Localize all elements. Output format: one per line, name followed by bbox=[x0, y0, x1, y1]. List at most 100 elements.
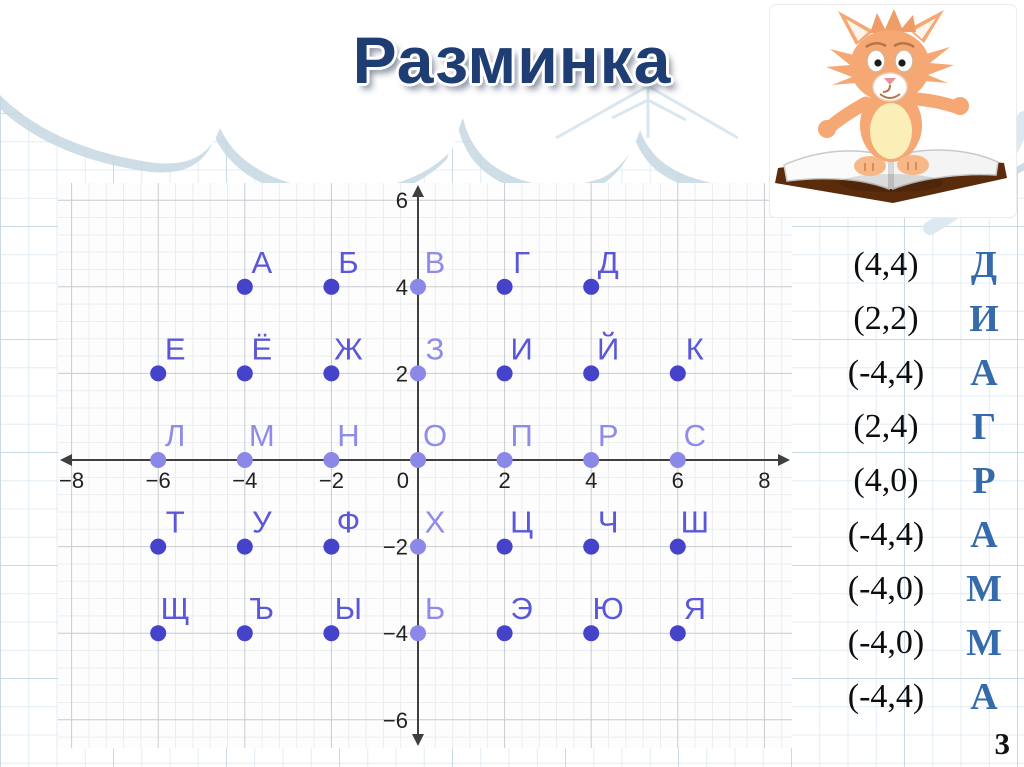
plot-point-label: Щ bbox=[161, 591, 190, 626]
plot-point bbox=[496, 452, 513, 468]
plot-point bbox=[323, 538, 340, 555]
plot-point-label: Д bbox=[598, 245, 619, 280]
answer-row: (-4,0) М bbox=[828, 616, 1024, 670]
plot-point-label: Н bbox=[337, 418, 359, 453]
x-tick-label: −8 bbox=[59, 468, 84, 493]
plot-point-label: Ж bbox=[334, 331, 363, 366]
coordinate-pair: (-4,4) bbox=[847, 354, 925, 391]
plot-point-label: Ф bbox=[337, 505, 361, 540]
plot-point-label: Б bbox=[338, 245, 358, 280]
x-tick-label: 8 bbox=[758, 468, 770, 493]
plot-point-label: В bbox=[425, 245, 446, 280]
plot-point-label: О bbox=[423, 418, 447, 453]
plot-point bbox=[496, 365, 513, 382]
coordinate-pair: (2,2) bbox=[853, 300, 919, 337]
plot-point-label: Я bbox=[684, 591, 706, 626]
answer-row: (2,4) Г bbox=[828, 400, 1024, 454]
answer-letter: Г bbox=[971, 406, 997, 448]
y-axis-arrow bbox=[412, 734, 424, 746]
plot-point bbox=[583, 538, 600, 555]
plot-point bbox=[236, 278, 253, 295]
cloud-shape bbox=[0, 0, 1024, 191]
coordinate-pair: (4,4) bbox=[853, 246, 919, 283]
plot-point bbox=[669, 365, 686, 382]
plot-point-label: Ш bbox=[681, 505, 709, 540]
plot-point bbox=[496, 625, 513, 642]
x-tick-label: 6 bbox=[672, 468, 684, 493]
coordinate-pair: (-4,0) bbox=[847, 570, 925, 607]
cat-icon bbox=[818, 9, 969, 176]
plot-point-label: Т bbox=[166, 505, 185, 540]
page-number: 3 bbox=[994, 726, 1011, 761]
coordinate-pair: (-4,0) bbox=[847, 624, 925, 661]
plot-point-label: Ю bbox=[593, 591, 624, 626]
plot-point-label: А bbox=[251, 245, 272, 280]
plot-point-label: М bbox=[249, 418, 275, 453]
y-tick-label: 2 bbox=[396, 361, 408, 386]
answer-row: (4,0) Р bbox=[828, 454, 1024, 508]
plot-point bbox=[583, 365, 600, 382]
plot-point-label: Ч bbox=[598, 505, 619, 540]
cat-image-card bbox=[770, 5, 1016, 217]
plot-point-label: Ь bbox=[425, 591, 445, 626]
plot-point bbox=[236, 538, 253, 555]
plot-point bbox=[150, 452, 167, 468]
plot-point bbox=[583, 625, 600, 642]
plot-point bbox=[583, 278, 600, 295]
plot-point bbox=[323, 625, 340, 642]
plot-point-label: Э bbox=[510, 591, 532, 626]
x-tick-label: −6 bbox=[146, 468, 171, 493]
answer-row: (-4,0) М bbox=[828, 562, 1024, 616]
answer-row: (-4,4) А bbox=[828, 346, 1024, 400]
plot-point bbox=[669, 538, 686, 555]
plot-point bbox=[150, 538, 167, 555]
answer-row: (-4,4) А bbox=[828, 508, 1024, 562]
plot-point-label: Х bbox=[425, 505, 446, 540]
coordinate-pair: (4,0) bbox=[853, 462, 919, 499]
answer-letter: А bbox=[970, 514, 998, 556]
y-tick-label: −6 bbox=[383, 708, 408, 733]
y-tick-label: −2 bbox=[383, 535, 408, 560]
plot-point bbox=[323, 365, 340, 382]
plot-point bbox=[410, 625, 426, 642]
plot-point-label: У bbox=[252, 505, 272, 540]
mountain-doodle-icon bbox=[555, 84, 739, 140]
answer-letter: Р bbox=[972, 460, 996, 502]
plot-point bbox=[410, 365, 426, 382]
plot-point bbox=[669, 452, 686, 468]
coordinate-pair: (2,4) bbox=[853, 408, 919, 445]
coordinate-pair: (-4,4) bbox=[847, 678, 925, 715]
plot-point bbox=[150, 625, 167, 642]
plot-point-label: И bbox=[510, 331, 532, 366]
x-tick-label: 2 bbox=[498, 468, 510, 493]
plot-point-label: Ц bbox=[510, 505, 533, 540]
x-tick-label: 0 bbox=[397, 468, 409, 493]
x-tick-label: −4 bbox=[232, 468, 257, 493]
coordinate-pair: (-4,4) bbox=[847, 516, 925, 553]
y-tick-label: −4 bbox=[383, 621, 408, 646]
plot-point-label: Р bbox=[598, 418, 619, 453]
plot-point bbox=[496, 538, 513, 555]
plot-point bbox=[410, 538, 426, 555]
answer-row: (2,2) И bbox=[828, 292, 1024, 346]
plot-point bbox=[150, 365, 167, 382]
y-tick-label: 6 bbox=[396, 188, 408, 213]
plot-point bbox=[236, 365, 253, 382]
book-icon bbox=[775, 149, 1007, 203]
plot-point bbox=[236, 452, 253, 468]
x-axis-arrow bbox=[778, 454, 790, 466]
x-axis-arrow bbox=[60, 454, 72, 466]
cat-on-book-illustration bbox=[775, 9, 1007, 203]
plot-point bbox=[410, 452, 426, 468]
answer-letter: М bbox=[966, 622, 1002, 664]
answer-letter: А bbox=[970, 676, 998, 718]
plot-point bbox=[236, 625, 253, 642]
plot-point bbox=[583, 452, 600, 468]
plot-point-label: З bbox=[426, 331, 445, 366]
plot-point-label: Г bbox=[513, 245, 530, 280]
plot-point-label: Ы bbox=[335, 591, 362, 626]
plot-point-label: Ё bbox=[251, 331, 272, 366]
x-tick-label: 4 bbox=[585, 468, 597, 493]
